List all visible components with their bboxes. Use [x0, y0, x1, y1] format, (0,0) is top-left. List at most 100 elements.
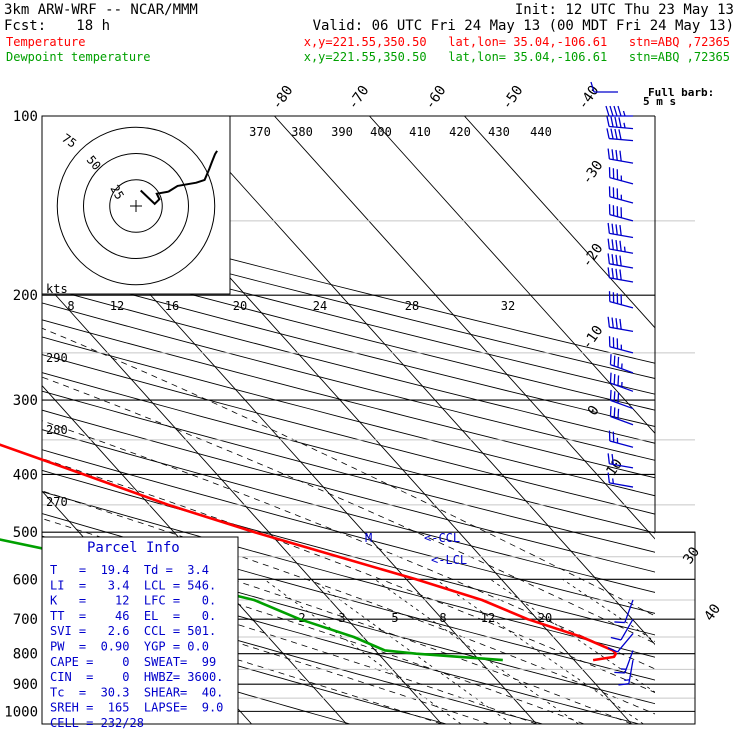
barb-flag [607, 238, 611, 250]
dry-adiabat [42, 116, 655, 724]
isotherm [42, 116, 347, 724]
mixing-ratio-label: 5 [391, 611, 398, 625]
parcel-info-row: CIN = 0 HWBZ= 3600. [50, 670, 223, 684]
parcel-info-background [41, 536, 239, 725]
barb-flag [611, 254, 614, 265]
mixing-ratio-line [374, 578, 579, 724]
wind-barb [606, 128, 634, 142]
moist-adiabat [42, 294, 655, 724]
isotherm [179, 116, 655, 724]
barb-flag [615, 318, 618, 329]
wind-barb [609, 406, 634, 426]
pressure-label: 600 [13, 572, 38, 588]
barb-legend-text: 5 m s [643, 95, 676, 108]
theta-label: 400 [370, 125, 392, 139]
moist-adiabat [42, 294, 655, 724]
mixing-ratio-label: 12 [110, 299, 124, 313]
barb-flag [613, 105, 618, 117]
dry-adiabat [42, 116, 655, 724]
barb-flag [617, 392, 620, 404]
wind-barb [606, 116, 634, 130]
barb-staff [609, 177, 634, 185]
isotherm-label: 0 [585, 403, 603, 419]
barb-flag [618, 683, 629, 686]
mixing-ratio-label: 12 [481, 611, 495, 625]
dry-adiabat [42, 116, 655, 724]
dry-adiabat [42, 116, 655, 724]
wind-barb [608, 186, 634, 204]
dry-adiabat [42, 116, 543, 724]
barb-half [622, 110, 626, 117]
isotherm-label: -10 [579, 323, 607, 353]
barb-flag [607, 453, 611, 464]
wind-barb [609, 354, 634, 374]
moist-adiabat [42, 294, 632, 724]
isotherm-label: -70 [345, 83, 373, 113]
isotherm [274, 116, 655, 724]
wind-barb [614, 650, 634, 674]
isotherm-label: -20 [579, 241, 607, 271]
pressure-label: 300 [13, 393, 38, 409]
barb-staff [609, 440, 634, 448]
barb-flag [607, 647, 618, 653]
dewpoint-legend: Dewpoint temperature [6, 50, 151, 64]
wind-barb [607, 222, 634, 239]
pressure-label: 200 [13, 288, 38, 304]
wind-barb [607, 238, 634, 254]
barb-flag [607, 148, 611, 160]
wind-barb [608, 291, 634, 309]
isotherm [369, 116, 655, 724]
init-time: Init: 12 UTC Thu 23 May 13 [515, 2, 734, 18]
parcel-info-title: Parcel Info [87, 540, 180, 556]
barb-flag [617, 375, 620, 386]
wind-barb [607, 267, 634, 283]
isotherm-label: 30 [680, 544, 703, 567]
theta-label: 290 [46, 351, 68, 365]
barb-flag [607, 267, 611, 278]
mixing-ratio-label: 3 [338, 611, 345, 625]
barb-flag [613, 374, 616, 385]
barb-flag [607, 222, 611, 234]
wind-barb [608, 204, 634, 222]
hodograph-ring [109, 179, 163, 233]
isotherm-label: -40 [575, 83, 603, 113]
moist-adiabat [42, 294, 442, 724]
isotherm-label: -50 [499, 83, 527, 113]
barb-flag [614, 671, 625, 674]
barb-flag [611, 223, 614, 235]
wind-barb [608, 167, 634, 185]
barb-flag [610, 116, 614, 128]
barb-flag [610, 128, 614, 140]
theta-label: 270 [46, 495, 68, 509]
dry-adiabat [42, 116, 655, 724]
theta-label: 370 [249, 125, 271, 139]
parcel-info-row: TT = 46 EL = 0. [50, 609, 216, 623]
valid-time: Valid: 06 UTC Fri 24 May 13 (00 MDT Fri … [313, 18, 734, 34]
moist-adiabat [42, 294, 655, 724]
pressure-label: 500 [13, 525, 38, 541]
barb-half [624, 679, 630, 682]
forecast-label: Fcst: [4, 18, 46, 34]
isotherm-label: 40 [701, 601, 724, 624]
barb-half [623, 122, 626, 129]
barb-flag [619, 318, 622, 330]
theta-label: 380 [291, 125, 313, 139]
mixing-ratio-label: 8 [67, 299, 74, 313]
barb-flag [613, 355, 616, 367]
dry-adiabat [42, 116, 655, 724]
wind-barb [610, 618, 634, 641]
mixing-ratio-label: 32 [501, 299, 515, 313]
pressure-label: 100 [13, 109, 38, 125]
wind-barb [609, 389, 634, 410]
barb-flag [613, 407, 616, 418]
mixing-ratio-line [264, 578, 462, 724]
parcel-info-row: SVI = 2.6 CCL = 501. [50, 624, 216, 638]
hodograph-ring-label: 75 [59, 131, 79, 151]
barb-flag [606, 128, 610, 139]
wind-barb [608, 336, 634, 354]
marker-ccl: <-CCL [424, 531, 460, 545]
barb-flag [619, 269, 622, 280]
dry-adiabat [42, 116, 655, 724]
